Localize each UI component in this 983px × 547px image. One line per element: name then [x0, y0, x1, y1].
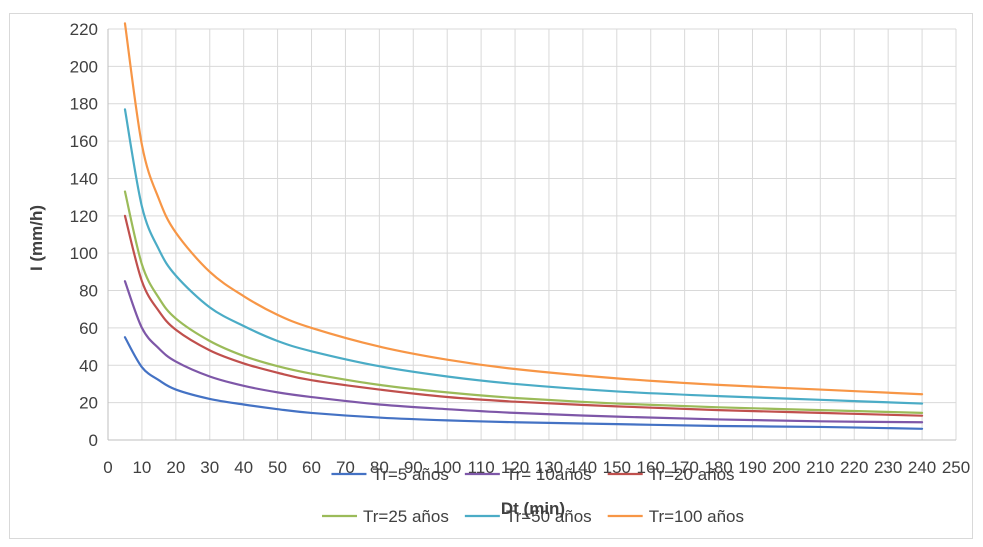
x-tick-labels: 0 10 20 30 40 50 60 70 80 90 100 110 120 130 140 150 160… — [103, 458, 970, 477]
x-tick-label: 220 — [840, 458, 868, 477]
y-tick-label: 60 — [79, 319, 98, 338]
series-lines — [123, 22, 924, 430]
x-tick-label: 100 — [433, 458, 461, 477]
series-line-6 — [123, 22, 924, 396]
y-axis-title: I (mm/h) — [27, 205, 46, 271]
legend-label-4: Tr=25 años — [363, 507, 449, 526]
series-line-1 — [123, 336, 924, 430]
legend: Tr=5 años Tr= 10años Tr=20 años Tr=25 años T… — [322, 465, 744, 526]
series-line-4 — [123, 190, 924, 415]
y-tick-label: 120 — [70, 207, 98, 226]
x-tick-label: 140 — [569, 458, 597, 477]
x-tick-label: 130 — [535, 458, 563, 477]
x-tick-label: 120 — [501, 458, 529, 477]
x-tick-label: 170 — [670, 458, 698, 477]
series-line-5 — [123, 108, 924, 405]
y-tick-label: 200 — [70, 57, 98, 76]
legend-label-6: Tr=100 años — [649, 507, 744, 526]
y-tick-label: 40 — [79, 356, 98, 375]
x-tick-label: 60 — [302, 458, 321, 477]
x-tick-label: 160 — [637, 458, 665, 477]
y-tick-label: 100 — [70, 244, 98, 263]
series-line-3 — [123, 214, 924, 417]
x-tick-label: 150 — [603, 458, 631, 477]
x-tick-label: 210 — [806, 458, 834, 477]
y-tick-labels: 0 20 40 60 80 100 120 140 160 180 200 220 — [70, 20, 98, 450]
axes — [107, 29, 956, 441]
x-tick-label: 200 — [772, 458, 800, 477]
x-tick-label: 70 — [336, 458, 355, 477]
x-tick-label: 110 — [468, 458, 495, 477]
x-tick-label: 180 — [704, 458, 732, 477]
x-tick-label: 240 — [908, 458, 936, 477]
x-tick-label: 30 — [200, 458, 219, 477]
y-tick-label: 180 — [70, 95, 98, 114]
x-axis-title: Dt (min) — [501, 499, 565, 518]
legend-label-3: Tr=20 años — [649, 465, 735, 484]
legend-label-2: Tr= 10años — [506, 465, 592, 484]
y-tick-label: 20 — [79, 394, 98, 413]
x-tick-label: 190 — [738, 458, 766, 477]
x-tick-label: 20 — [166, 458, 185, 477]
grid — [108, 28, 957, 440]
y-tick-label: 80 — [79, 282, 98, 301]
y-tick-label: 160 — [70, 132, 98, 151]
x-tick-label: 90 — [404, 458, 423, 477]
x-tick-label: 80 — [370, 458, 389, 477]
x-tick-label: 230 — [874, 458, 902, 477]
x-tick-label: 10 — [132, 458, 151, 477]
chart-frame — [9, 13, 973, 539]
y-tick-label: 0 — [89, 431, 98, 450]
y-tick-label: 140 — [70, 169, 98, 188]
x-tick-label: 40 — [234, 458, 253, 477]
series-line-2 — [123, 280, 924, 424]
legend-label-5: Tr=50 años — [506, 507, 592, 526]
x-tick-label: 250 — [942, 458, 970, 477]
y-tick-label: 220 — [70, 20, 98, 39]
x-tick-label: 50 — [268, 458, 287, 477]
legend-label-1: Tr=5 años — [372, 465, 448, 484]
x-tick-label: 0 — [103, 458, 112, 477]
